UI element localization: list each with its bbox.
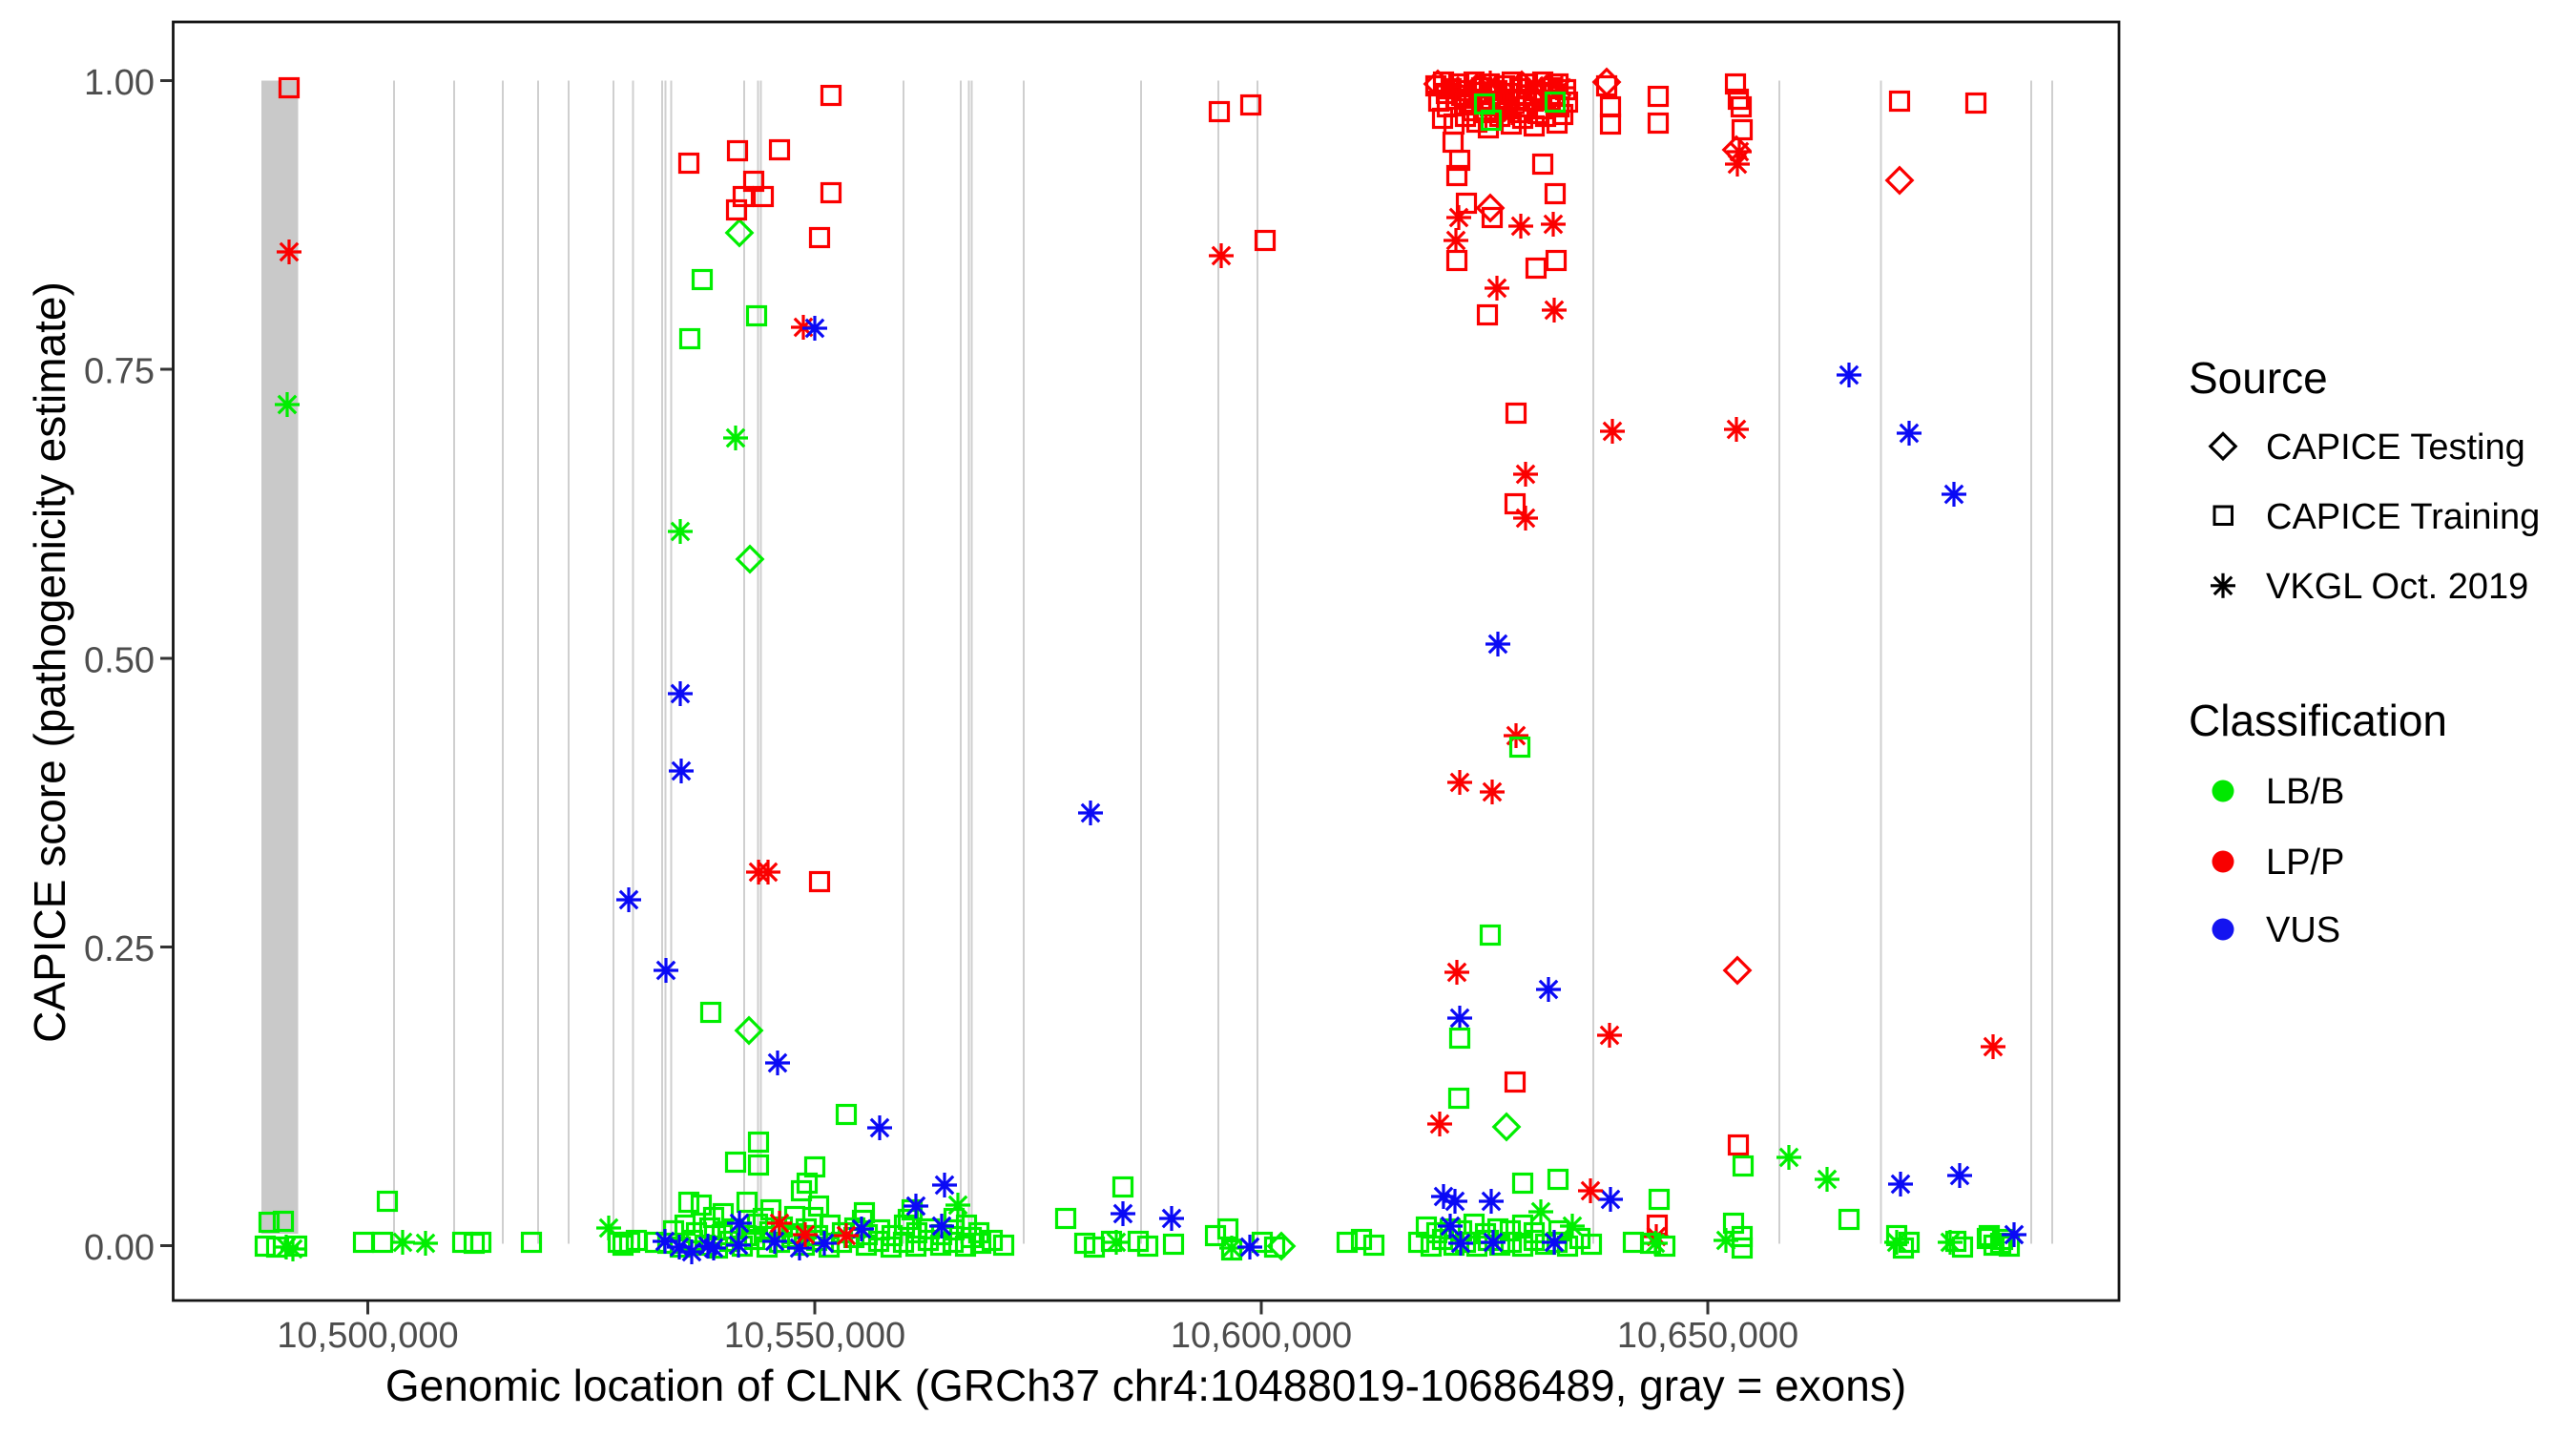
svg-text:Classification: Classification [2189,696,2447,745]
svg-text:10,550,000: 10,550,000 [724,1316,905,1356]
svg-text:10,650,000: 10,650,000 [1617,1316,1798,1356]
svg-text:0.00: 0.00 [84,1228,155,1268]
svg-text:VUS: VUS [2266,910,2340,950]
svg-text:Genomic location of CLNK (GRCh: Genomic location of CLNK (GRCh37 chr4:10… [385,1361,1906,1410]
svg-text:10,500,000: 10,500,000 [277,1316,458,1356]
svg-text:0.25: 0.25 [84,929,155,969]
svg-text:LB/B: LB/B [2266,772,2344,812]
svg-text:1.00: 1.00 [84,63,155,103]
svg-text:CAPICE Testing: CAPICE Testing [2266,427,2525,468]
svg-text:Source: Source [2189,353,2328,403]
svg-text:0.50: 0.50 [84,641,155,681]
svg-text:LP/P: LP/P [2266,843,2344,883]
svg-text:0.75: 0.75 [84,352,155,392]
svg-text:VKGL Oct. 2019: VKGL Oct. 2019 [2266,567,2528,607]
svg-text:CAPICE score (pathogenicity es: CAPICE score (pathogenicity estimate) [25,281,74,1043]
svg-text:10,600,000: 10,600,000 [1171,1316,1352,1356]
svg-text:CAPICE Training: CAPICE Training [2266,497,2540,537]
